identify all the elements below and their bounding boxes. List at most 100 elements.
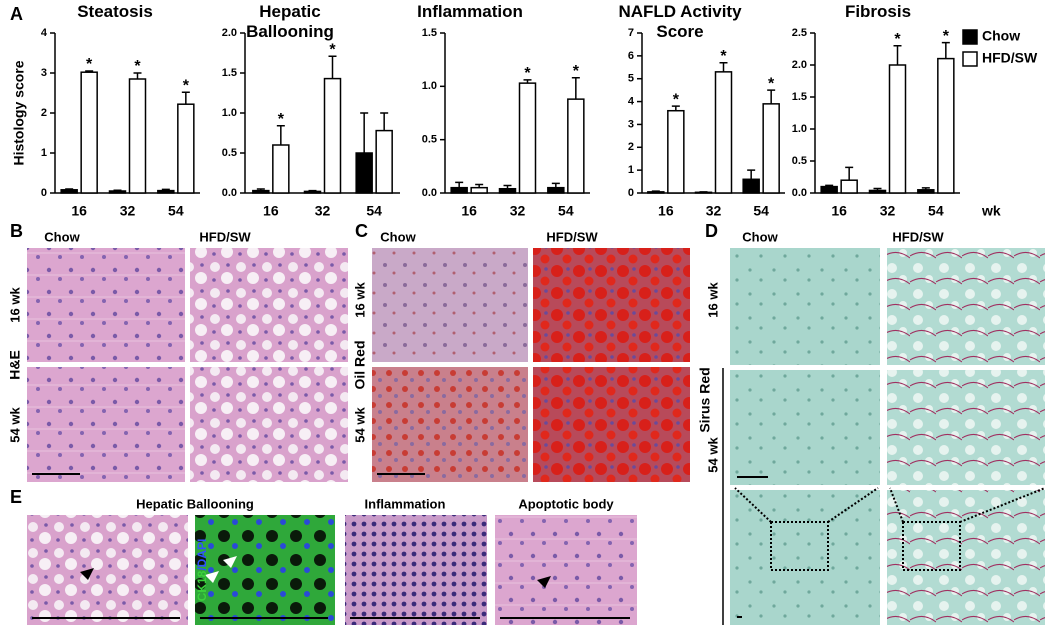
x-tick-label: 16	[71, 203, 87, 219]
significance-mark: *	[524, 65, 531, 82]
error-bar	[893, 45, 902, 65]
bar	[177, 103, 195, 194]
error-bar	[651, 190, 660, 192]
legend-label: HFD/SW	[982, 50, 1038, 66]
y-tick-label: 1.5	[222, 67, 237, 79]
significance-mark: *	[329, 41, 336, 58]
legend-swatch	[962, 51, 978, 67]
error-bar	[503, 184, 512, 189]
chart-title: NAFLD Activity Score	[618, 2, 742, 41]
y-tick-label: 3	[41, 67, 47, 79]
error-bar	[328, 55, 337, 79]
y-tick-label: 2.5	[792, 27, 807, 39]
y-tick-label: 2	[628, 141, 634, 153]
panel-label: C	[355, 221, 368, 241]
bar	[272, 144, 290, 194]
bar	[937, 57, 955, 194]
error-bar	[65, 188, 74, 190]
micrograph	[345, 515, 487, 625]
column-label: HFD/SW	[199, 229, 251, 244]
micrograph	[372, 248, 528, 362]
micrograph	[730, 370, 880, 485]
micrograph	[27, 367, 185, 482]
y-tick-label: 0.5	[422, 134, 437, 146]
zoom-box	[902, 521, 961, 571]
panel-label: E	[10, 487, 22, 507]
significance-mark: *	[573, 63, 580, 80]
stain-label: H&E	[7, 350, 23, 380]
micrograph	[887, 248, 1045, 365]
y-axis-label: Histology score	[11, 60, 27, 165]
error-bar	[921, 187, 930, 190]
stain-part: /DAPI	[195, 539, 209, 571]
arrowhead	[80, 568, 94, 580]
y-tick-label: 6	[628, 50, 634, 62]
y-tick-label: 2.0	[792, 59, 807, 71]
error-bar	[276, 125, 285, 145]
error-bar	[719, 61, 728, 72]
bar	[80, 71, 98, 194]
bar	[888, 64, 907, 194]
stain-part: CK18	[195, 570, 209, 601]
bar	[60, 189, 78, 194]
y-tick-label: 0.0	[222, 187, 237, 199]
y-tick-label: 0	[41, 187, 47, 199]
error-bar	[455, 181, 464, 188]
bar	[128, 78, 147, 194]
bar	[323, 77, 342, 194]
micrograph	[27, 248, 185, 362]
image-title: Apoptotic body	[518, 496, 614, 511]
row-label: 16 wk	[7, 287, 22, 323]
micrograph	[195, 515, 335, 625]
arrowhead	[537, 576, 551, 588]
row-label: 54 wk	[352, 407, 367, 443]
bar	[157, 189, 175, 194]
row-label: 16 wk	[352, 282, 367, 318]
y-tick-label: 0.5	[222, 147, 237, 159]
y-tick-label: 2.0	[222, 27, 237, 39]
y-tick-label: 7	[628, 27, 634, 39]
error-bar	[873, 187, 882, 191]
chart-title: Fibrosis	[844, 2, 912, 21]
bar	[547, 186, 565, 194]
image-title: Inflammation	[365, 496, 446, 511]
significance-mark: *	[86, 56, 93, 73]
bar	[252, 189, 270, 194]
micrograph	[730, 248, 880, 365]
row-label: 16 wk	[705, 282, 720, 318]
row-label: 54 wk	[7, 407, 22, 443]
error-bar	[133, 72, 142, 79]
error-bar	[671, 105, 680, 111]
significance-mark: *	[768, 75, 775, 92]
panel-label: A	[10, 4, 23, 24]
micrograph	[495, 515, 637, 625]
error-bar	[767, 89, 776, 104]
micrograph	[533, 367, 690, 482]
bar	[498, 187, 517, 194]
row-label: 54 wk	[705, 437, 720, 473]
x-tick-label: 32	[315, 203, 331, 219]
y-tick-label: 1.5	[792, 91, 807, 103]
micrograph	[730, 490, 880, 625]
significance-mark: *	[720, 48, 727, 65]
bar	[714, 71, 733, 194]
zoom-box	[770, 521, 829, 571]
significance-mark: *	[673, 91, 680, 108]
micrograph	[190, 367, 348, 482]
bar	[355, 152, 373, 194]
y-tick-label: 5	[628, 73, 634, 85]
y-tick-label: 1.0	[792, 123, 807, 135]
y-tick-label: 1	[41, 147, 47, 159]
error-bar	[181, 91, 190, 105]
x-tick-label: 32	[706, 203, 722, 219]
column-label: Chow	[380, 229, 416, 244]
micrograph	[372, 367, 528, 482]
x-tick-label: 32	[510, 203, 526, 219]
x-unit: wk	[981, 203, 1001, 219]
x-tick-label: 16	[263, 203, 279, 219]
significance-mark: *	[894, 31, 901, 48]
significance-mark: *	[183, 77, 190, 94]
micrograph	[533, 248, 690, 362]
